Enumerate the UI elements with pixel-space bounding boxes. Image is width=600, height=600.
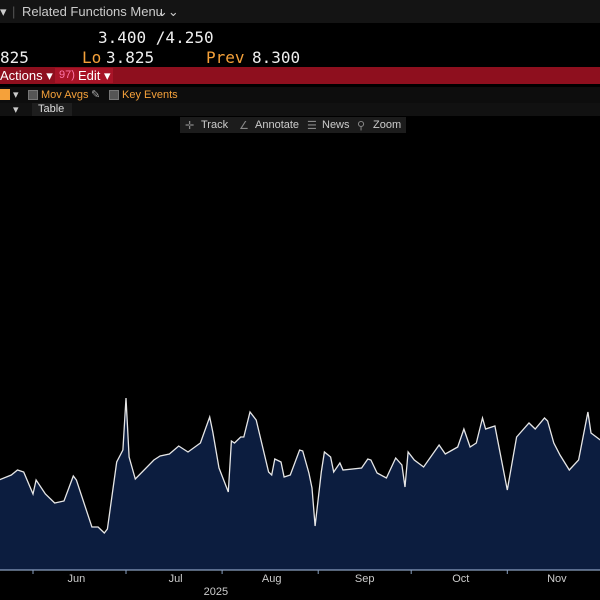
table-dropdown[interactable]: ▾	[13, 104, 19, 116]
dropdown-icon[interactable]: ▾	[0, 4, 7, 19]
divider: |	[12, 4, 16, 19]
related-functions-menu[interactable]: Related Functions Menu	[22, 4, 163, 19]
action-bar: Actions ▾ 97) Edit ▾	[0, 67, 600, 84]
top-bar: ▾ | Related Functions Menu ⌄⌄	[0, 0, 600, 23]
track-button[interactable]: Track	[201, 119, 229, 131]
price-area-fill	[0, 398, 600, 570]
news-button[interactable]: News	[322, 119, 350, 131]
edit-code: 97)	[59, 69, 75, 81]
month-label: Aug	[261, 573, 282, 585]
zoom-button[interactable]: Zoom	[373, 119, 402, 131]
zoom-icon: ⚲	[357, 120, 366, 132]
lo-value: 3.825	[106, 48, 155, 67]
swatch-dropdown[interactable]: ▾	[13, 89, 19, 101]
chart-toolbar: ✛ Track ∠ Annotate ☰ News ⚲ Zoom	[180, 117, 406, 133]
year-label: 2025	[203, 586, 229, 598]
key-events-label[interactable]: Key Events	[122, 89, 178, 101]
last-price: 825	[0, 48, 29, 67]
month-label: Nov	[547, 573, 567, 585]
track-icon: ✛	[185, 120, 195, 132]
annotate-button[interactable]: Annotate	[255, 119, 300, 131]
month-label: Oct	[452, 573, 470, 585]
double-chevron-icon[interactable]: ⌄⌄	[157, 4, 179, 19]
month-label: Jul	[168, 573, 183, 585]
key-events-checkbox[interactable]	[109, 89, 119, 101]
price-line	[0, 397, 600, 534]
prev-label: Prev	[206, 48, 245, 67]
prev-value: 8.300	[252, 48, 301, 67]
mov-avgs-label[interactable]: Mov Avgs	[41, 89, 89, 101]
lo-label: Lo	[82, 48, 102, 67]
month-label: Jun	[67, 573, 86, 585]
news-icon: ☰	[307, 120, 317, 132]
mov-avgs-checkbox[interactable]	[28, 89, 38, 101]
month-label: Sep	[354, 573, 375, 585]
edit-menu[interactable]: Edit ▾	[78, 68, 111, 83]
tab-table[interactable]: Table	[38, 103, 65, 115]
bid-ask: 3.400 /4.250	[98, 28, 214, 47]
annotate-icon: ∠	[239, 120, 249, 132]
pencil-icon[interactable]: ✎	[91, 89, 101, 101]
color-swatch[interactable]	[0, 89, 10, 100]
actions-menu[interactable]: Actions ▾	[0, 68, 53, 83]
